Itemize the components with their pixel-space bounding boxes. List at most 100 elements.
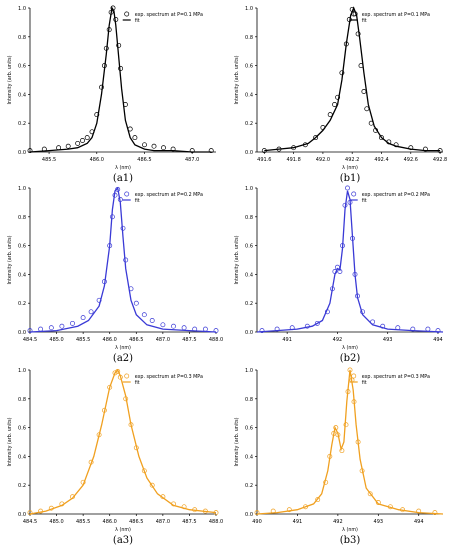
y-axis-label: Intensity (arb. units) xyxy=(7,55,13,104)
data-point xyxy=(112,370,118,376)
data-point xyxy=(75,140,81,146)
data-point xyxy=(70,320,75,326)
y-tick-label: 0.0 xyxy=(18,150,26,156)
y-tick-label: 0.2 xyxy=(245,483,253,489)
data-point xyxy=(355,31,361,37)
data-point xyxy=(27,328,33,334)
y-tick-label: 0.0 xyxy=(245,150,253,156)
legend-marker-exp xyxy=(351,373,357,379)
data-point xyxy=(116,42,122,48)
y-tick-label: 0.8 xyxy=(18,215,26,221)
data-point xyxy=(171,323,176,329)
x-tick-label: 492.8 xyxy=(433,157,447,163)
data-point xyxy=(313,135,319,141)
x-tick-label: 492.2 xyxy=(345,157,359,163)
x-axis-label: λ (nm) xyxy=(342,165,358,171)
legend-label-exp: exp. spectrum at P=0.1 MPa xyxy=(135,12,203,18)
y-tick-label: 0.6 xyxy=(18,244,26,250)
legend-label-exp: exp. spectrum at P=0.2 MPa xyxy=(135,192,203,198)
data-point xyxy=(367,491,373,497)
data-point xyxy=(27,510,33,516)
x-tick-label: 488.0 xyxy=(209,519,223,525)
y-tick-label: 1.0 xyxy=(18,6,26,12)
panel-b3: 0.0 0.2 0.4 0.6 0.8 1.0 490 491 492 493 494 λ (nm) I… xyxy=(234,367,444,546)
y-axis-label: Intensity (arb. units) xyxy=(234,235,240,284)
x-tick-label: 487.5 xyxy=(182,519,196,525)
y-tick-label: 0.0 xyxy=(18,512,26,518)
fit-line xyxy=(256,369,444,515)
data-point xyxy=(254,510,260,516)
legend-marker-exp xyxy=(124,191,130,197)
x-tick-label: 494 xyxy=(433,337,443,343)
x-tick-label: 494 xyxy=(414,519,424,525)
legend-marker-exp xyxy=(124,373,130,379)
panel-b2: 0.0 0.2 0.4 0.6 0.8 1.0 491 492 493 494 λ (nm) Inte… xyxy=(234,185,444,364)
x-tick-label: 485.0 xyxy=(49,337,63,343)
data-point xyxy=(303,504,308,510)
y-axis-label: Intensity (arb. units) xyxy=(234,55,240,104)
y-tick-label: 0.4 xyxy=(18,92,26,98)
y-tick-label: 0.4 xyxy=(245,272,253,278)
y-tick-label: 0.6 xyxy=(18,426,26,432)
data-point xyxy=(149,318,155,323)
y-tick-label: 0.8 xyxy=(245,215,253,221)
data-point xyxy=(259,328,265,334)
legend-label-fit: fit xyxy=(135,198,140,204)
data-point xyxy=(142,142,147,148)
x-tick-label: 485.5 xyxy=(76,337,90,343)
data-point xyxy=(141,468,147,474)
y-tick-label: 0.4 xyxy=(245,454,253,460)
legend-label-fit: fit xyxy=(135,380,140,386)
y-tick-label: 0.0 xyxy=(18,330,26,336)
y-tick-label: 1.0 xyxy=(245,186,253,192)
data-point xyxy=(208,148,214,154)
y-tick-label: 0.2 xyxy=(245,121,253,127)
panel-a3: 0.0 0.2 0.4 0.6 0.8 1.0 484.5 485.0 485.5 486.0 48… xyxy=(7,368,223,546)
x-tick-label: 486.0 xyxy=(90,157,104,163)
x-tick-label: 493 xyxy=(374,519,384,525)
panel-caption: (b3) xyxy=(340,535,361,546)
x-tick-label: 491.6 xyxy=(257,157,271,163)
y-tick-label: 1.0 xyxy=(18,186,26,192)
x-tick-label: 484.5 xyxy=(23,337,37,343)
data-point xyxy=(149,482,155,488)
legend-label-exp: exp. spectrum at P=0.3 MPa xyxy=(362,374,430,380)
x-tick-label: 485.0 xyxy=(49,519,63,525)
x-tick-label: 491 xyxy=(293,519,303,525)
data-point xyxy=(314,320,320,326)
y-tick-label: 0.4 xyxy=(245,92,253,98)
panel-caption: (b1) xyxy=(340,173,361,184)
y-tick-label: 0.2 xyxy=(18,121,26,127)
x-tick-label: 493 xyxy=(383,337,393,343)
data-point xyxy=(343,422,349,428)
x-tick-label: 486.5 xyxy=(129,519,143,525)
data-point xyxy=(189,148,195,154)
x-tick-label: 488.0 xyxy=(209,337,223,343)
fit-line xyxy=(29,368,217,515)
data-point xyxy=(160,322,166,328)
fit-line xyxy=(256,190,444,333)
y-tick-label: 0.8 xyxy=(245,35,253,41)
y-tick-label: 0.0 xyxy=(245,330,253,336)
x-tick-label: 492.0 xyxy=(316,157,330,163)
legend-label-exp: exp. spectrum at P=0.3 MPa xyxy=(135,374,203,380)
panel-a2: 0.0 0.2 0.4 0.6 0.8 1.0 484.5 485.0 485.5 486.0 48… xyxy=(7,186,223,364)
y-tick-label: 0.6 xyxy=(18,64,26,70)
x-axis-label: λ (nm) xyxy=(115,527,131,533)
x-axis-label: λ (nm) xyxy=(342,345,358,351)
y-tick-label: 0.4 xyxy=(18,454,26,460)
data-point xyxy=(379,135,384,141)
data-point xyxy=(141,312,147,318)
data-point xyxy=(345,185,350,191)
y-tick-label: 0.4 xyxy=(18,272,26,278)
data-point xyxy=(151,143,157,149)
panel-caption: (a2) xyxy=(113,353,133,364)
x-tick-label: 491 xyxy=(282,337,292,343)
x-tick-label: 492.4 xyxy=(374,157,388,163)
data-point xyxy=(181,325,187,331)
y-tick-label: 0.6 xyxy=(245,244,253,250)
data-point xyxy=(48,325,54,331)
y-tick-label: 0.0 xyxy=(245,512,253,518)
legend-label-exp: exp. spectrum at P=0.1 MPa xyxy=(362,12,430,18)
legend-marker-exp xyxy=(124,11,130,17)
